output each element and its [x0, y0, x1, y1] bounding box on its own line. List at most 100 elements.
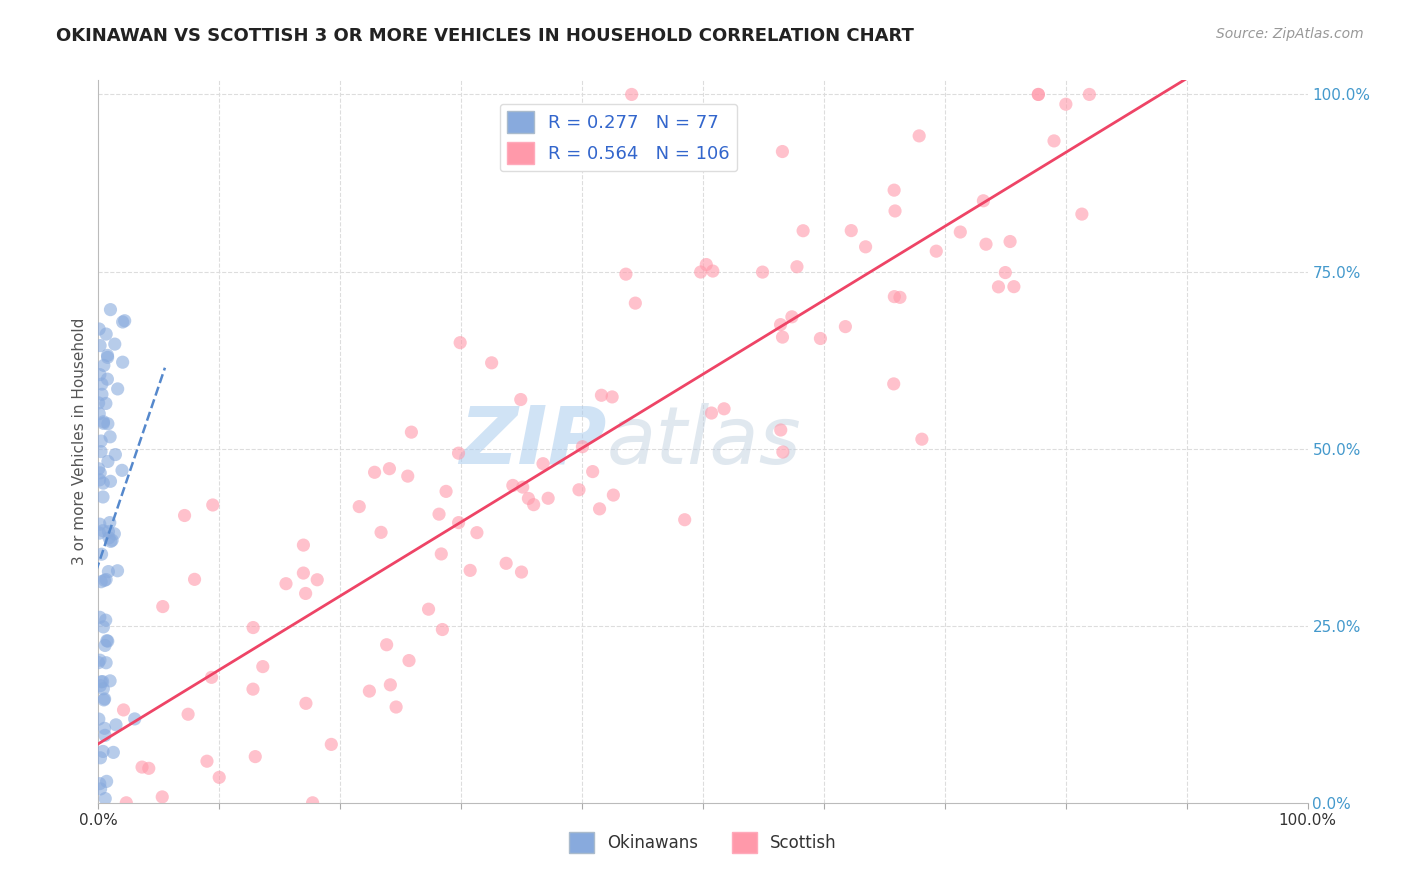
Point — [100, 534, 122, 549]
Point — [94, 656, 117, 670]
Point — [114, 314, 136, 328]
Point — [93, 415, 115, 429]
Point — [96, 372, 118, 386]
Point — [751, 265, 773, 279]
Point — [772, 330, 794, 344]
Point — [98, 531, 121, 545]
Point — [398, 654, 420, 668]
Point — [510, 565, 533, 579]
Point — [107, 382, 129, 396]
Point — [96, 633, 118, 648]
Point — [700, 406, 723, 420]
Point — [98, 430, 121, 444]
Text: Source: ZipAtlas.com: Source: ZipAtlas.com — [1216, 27, 1364, 41]
Point — [427, 507, 450, 521]
Point — [150, 789, 173, 804]
Point — [96, 774, 118, 789]
Point — [90, 547, 112, 561]
Point — [97, 524, 120, 539]
Point — [89, 473, 111, 487]
Point — [101, 533, 124, 548]
Point — [93, 417, 115, 431]
Point — [363, 465, 385, 479]
Point — [1026, 87, 1049, 102]
Point — [620, 87, 643, 102]
Point — [138, 761, 160, 775]
Point — [89, 751, 111, 765]
Point — [89, 526, 111, 541]
Point — [104, 337, 127, 351]
Point — [94, 728, 117, 742]
Point — [673, 513, 696, 527]
Point — [769, 423, 792, 437]
Point — [523, 498, 546, 512]
Point — [90, 377, 112, 392]
Point — [93, 574, 115, 588]
Point — [90, 781, 112, 796]
Point — [89, 517, 111, 532]
Point — [571, 440, 593, 454]
Point — [183, 572, 205, 586]
Point — [89, 610, 111, 624]
Point — [91, 524, 114, 538]
Point — [94, 573, 117, 587]
Point — [418, 602, 440, 616]
Point — [481, 356, 503, 370]
Point — [602, 488, 624, 502]
Point — [582, 465, 605, 479]
Text: ZIP: ZIP — [458, 402, 606, 481]
Point — [94, 396, 117, 410]
Point — [432, 623, 454, 637]
Point — [972, 194, 994, 208]
Point — [152, 599, 174, 614]
Point — [810, 331, 832, 345]
Point — [89, 679, 111, 693]
Point — [97, 417, 120, 431]
Point — [1002, 279, 1025, 293]
Point — [908, 128, 931, 143]
Point — [495, 557, 517, 571]
Point — [772, 445, 794, 459]
Point — [502, 478, 524, 492]
Point — [786, 260, 808, 274]
Point — [884, 204, 907, 219]
Point — [769, 318, 792, 332]
Legend: Okinawans, Scottish: Okinawans, Scottish — [562, 826, 844, 860]
Point — [131, 760, 153, 774]
Point — [689, 265, 711, 279]
Point — [111, 463, 134, 477]
Point — [600, 390, 623, 404]
Point — [94, 791, 117, 805]
Point — [430, 547, 453, 561]
Point — [889, 290, 911, 304]
Point — [792, 224, 814, 238]
Point — [90, 387, 112, 401]
Point — [89, 407, 111, 421]
Point — [274, 576, 297, 591]
Point — [242, 682, 264, 697]
Point — [883, 290, 905, 304]
Point — [195, 754, 218, 768]
Point — [509, 392, 531, 407]
Point — [91, 490, 114, 504]
Point — [292, 538, 315, 552]
Point — [591, 388, 613, 402]
Point — [883, 376, 905, 391]
Point — [385, 700, 408, 714]
Point — [97, 565, 120, 579]
Point — [994, 266, 1017, 280]
Point — [112, 703, 135, 717]
Point — [770, 145, 793, 159]
Point — [107, 564, 129, 578]
Point — [98, 673, 121, 688]
Point — [396, 469, 419, 483]
Point — [97, 454, 120, 468]
Point — [208, 770, 231, 784]
Point — [94, 613, 117, 627]
Point — [1054, 97, 1077, 112]
Point — [252, 659, 274, 673]
Point — [987, 280, 1010, 294]
Point — [87, 656, 110, 670]
Point — [449, 335, 471, 350]
Point — [307, 573, 329, 587]
